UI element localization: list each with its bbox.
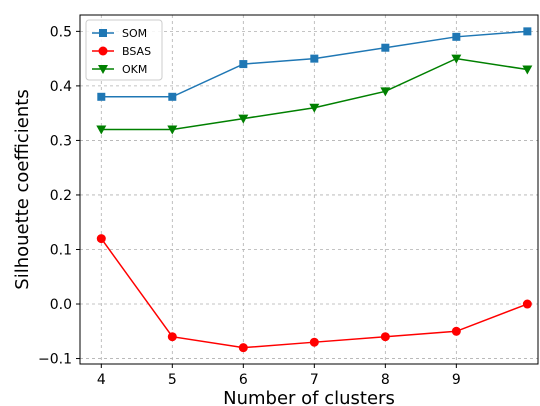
data-point-bsas [309,337,319,347]
y-tick-label: 0.5 [50,24,72,40]
data-point-som [97,92,106,101]
y-tick-label: 0.4 [50,79,72,95]
y-tick-label: 0.3 [50,133,72,149]
data-point-bsas [522,299,532,309]
x-tick-label: 6 [239,372,248,388]
grid [80,15,538,364]
data-point-bsas [238,343,248,353]
data-point-bsas [380,332,390,342]
data-point-som [452,32,461,41]
data-point-som [239,60,248,69]
legend-marker-bsas [98,46,108,56]
data-point-okm [522,65,533,75]
data-point-okm [238,114,249,124]
x-tick-label: 5 [168,372,177,388]
legend-label-okm: OKM [122,63,147,76]
plot-frame [79,14,539,365]
legend: SOM BSAS OKM [85,19,163,81]
axis-ticks: 4 5 6 7 8 9 −0.1 0.0 0.1 0.2 0.3 0.4 0.5 [38,24,461,388]
legend-label-som: SOM [122,27,147,40]
plot-series [96,27,533,353]
data-point-okm [309,103,320,113]
data-point-bsas [167,332,177,342]
legend-item-okm: OKM [92,63,147,76]
legend-label-bsas: BSAS [122,45,151,58]
data-point-bsas [96,234,106,244]
legend-marker-okm [98,65,108,74]
x-tick-label: 8 [381,372,390,388]
y-tick-label: 0.0 [50,297,72,313]
y-tick-label: 0.2 [50,188,72,204]
data-point-som [310,54,319,63]
x-tick-label: 4 [97,372,106,388]
data-point-bsas [451,326,461,336]
data-point-som [168,92,177,101]
legend-item-som: SOM [92,27,147,40]
x-axis-title: Number of clusters [223,388,395,406]
series-bsas [96,234,532,353]
y-axis-title: Silhouette coefficients [12,89,33,289]
series-okm [96,54,533,135]
data-point-som [523,27,532,36]
data-point-okm [96,125,107,135]
data-point-okm [451,54,462,64]
x-tick-label: 7 [310,372,319,388]
data-point-som [381,43,390,52]
x-tick-label: 9 [452,372,461,388]
data-point-okm [167,125,178,135]
legend-item-bsas: BSAS [92,45,151,58]
legend-marker-som [99,29,107,37]
y-tick-label: −0.1 [38,352,72,368]
data-point-okm [380,87,391,97]
y-tick-label: 0.1 [50,242,72,258]
series-som [97,27,532,101]
